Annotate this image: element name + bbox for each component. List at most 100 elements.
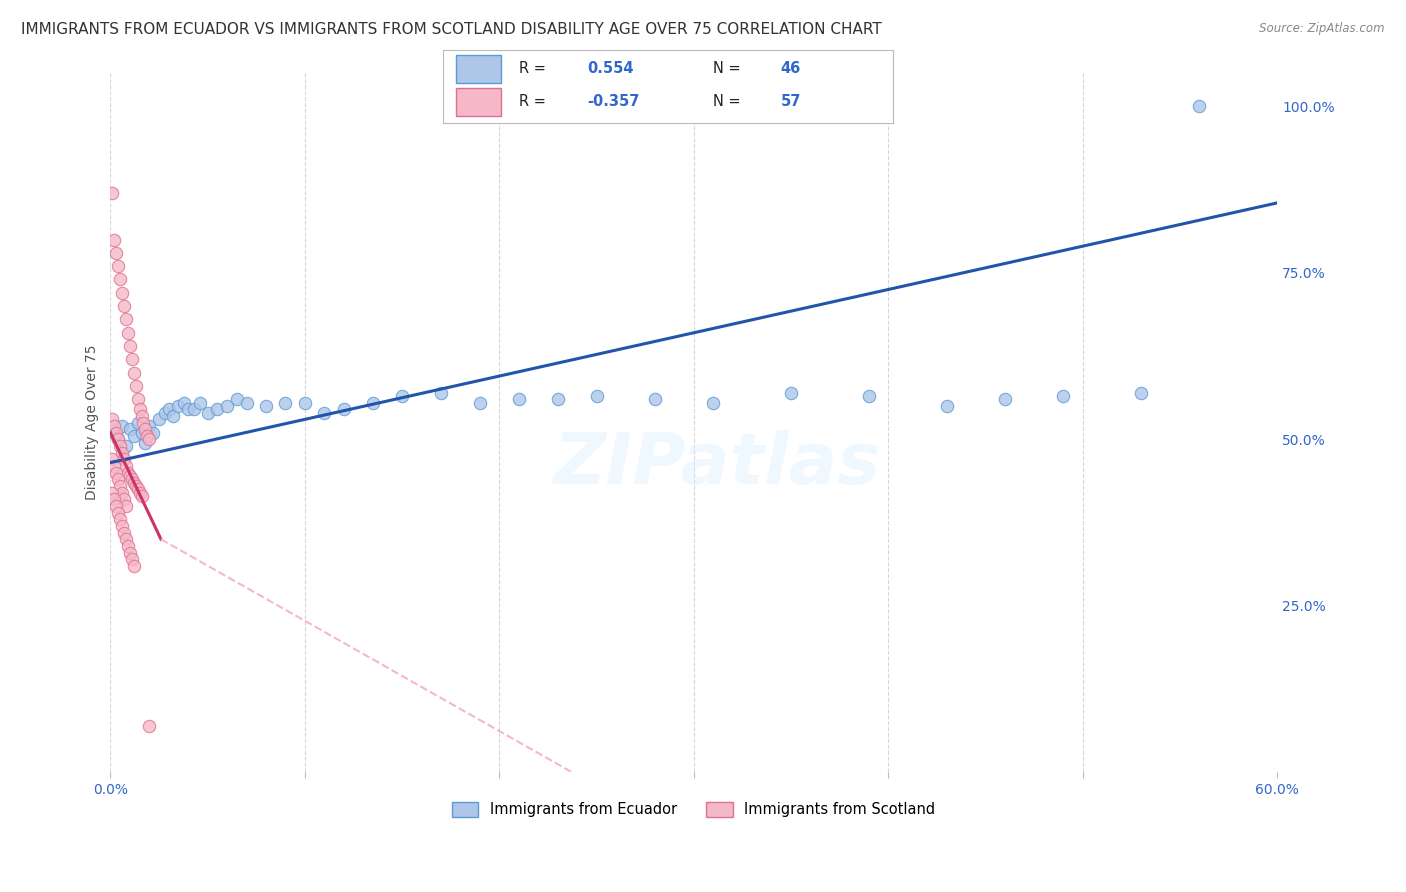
Point [101,452,124,467]
Point [115,439,138,453]
Point [207,402,229,417]
Point [118,469,141,483]
Point [1130,385,1153,400]
Point [217,399,239,413]
Point [127,483,149,497]
FancyBboxPatch shape [457,55,502,83]
Point [108,272,131,286]
Text: N =: N = [713,95,745,110]
Text: -0.357: -0.357 [586,95,640,110]
Text: IMMIGRANTS FROM ECUADOR VS IMMIGRANTS FROM SCOTLAND DISABILITY AGE OVER 75 CORRE: IMMIGRANTS FROM ECUADOR VS IMMIGRANTS FR… [21,22,882,37]
Point [108,512,131,526]
Point [508,392,530,407]
Point [103,233,125,247]
Point [115,533,138,547]
Point [111,485,134,500]
Y-axis label: Disability Age Over 75: Disability Age Over 75 [86,345,100,500]
Point [131,425,153,440]
Point [115,458,138,473]
Point [105,466,128,480]
Point [115,499,138,513]
Point [644,392,666,407]
Point [111,285,134,300]
Point [118,339,141,353]
Point [112,299,135,313]
Point [117,326,139,340]
Text: Source: ZipAtlas.com: Source: ZipAtlas.com [1260,22,1385,36]
Point [132,416,155,430]
Point [935,399,957,413]
Point [103,492,125,507]
Point [134,435,156,450]
Point [314,406,336,420]
Point [333,402,356,417]
Point [994,392,1017,407]
Point [121,352,143,367]
Text: N =: N = [713,62,745,77]
Point [131,409,153,423]
Point [111,419,134,434]
Point [125,479,148,493]
Point [177,402,200,417]
Point [105,245,128,260]
Point [107,259,129,273]
Text: 0.554: 0.554 [586,62,633,77]
Point [702,395,724,409]
Point [391,389,413,403]
Point [105,499,128,513]
Point [122,366,145,380]
Point [108,439,131,453]
Point [430,385,453,400]
Point [361,395,384,409]
Point [118,422,141,436]
Point [121,472,143,486]
Point [128,485,150,500]
Point [108,479,131,493]
Point [138,719,160,733]
Point [183,402,205,417]
Point [103,425,125,440]
Point [173,395,195,409]
Point [274,395,297,409]
Point [122,475,145,490]
Text: ZIPatlas: ZIPatlas [554,430,882,500]
Point [780,385,803,400]
Point [148,412,170,426]
Point [118,545,141,559]
Point [112,525,135,540]
Text: R =: R = [519,62,551,77]
Point [107,506,129,520]
Point [585,389,607,403]
Point [103,458,125,473]
Point [105,425,128,440]
Text: 46: 46 [780,62,800,77]
Point [468,395,491,409]
Point [1052,389,1074,403]
Point [103,419,125,434]
Point [235,395,257,409]
Point [112,452,135,467]
Point [142,425,165,440]
Point [107,472,129,486]
Point [128,402,150,417]
Point [117,539,139,553]
Point [197,406,219,420]
Point [111,519,134,533]
Point [111,445,134,459]
Point [136,429,159,443]
Point [101,485,124,500]
FancyBboxPatch shape [457,88,502,116]
Legend: Immigrants from Ecuador, Immigrants from Scotland: Immigrants from Ecuador, Immigrants from… [444,795,943,824]
Point [127,392,149,407]
Point [294,395,316,409]
Point [167,399,190,413]
Point [121,552,143,566]
Point [131,489,153,503]
Point [858,389,880,403]
Point [107,433,129,447]
Point [122,558,145,573]
Text: R =: R = [519,95,551,110]
Text: 57: 57 [780,95,800,110]
Point [157,402,180,417]
Point [115,312,138,326]
